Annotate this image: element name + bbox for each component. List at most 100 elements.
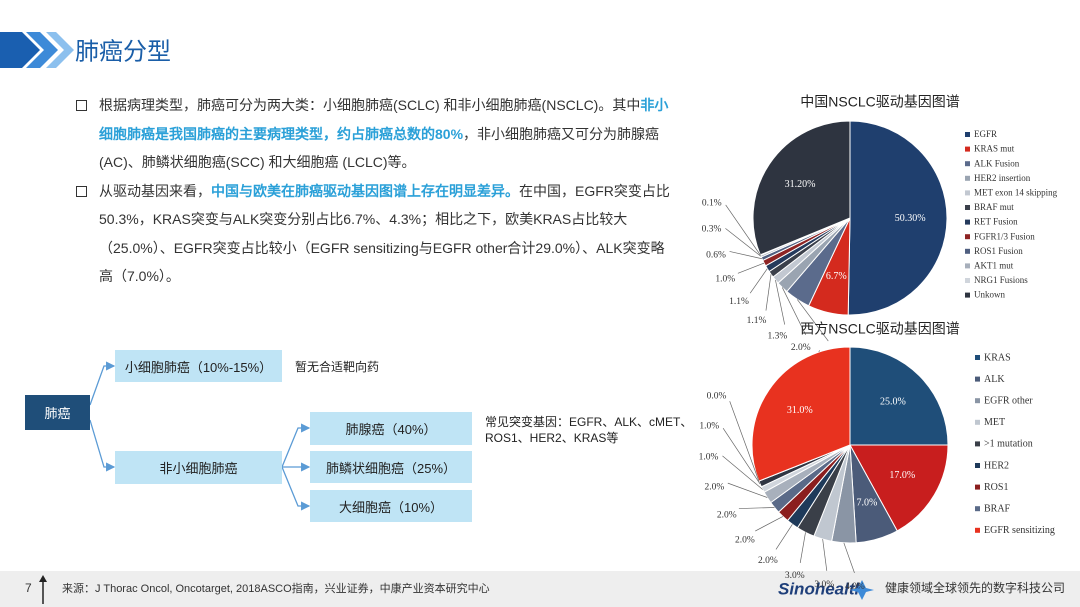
- leader-line: [843, 542, 855, 574]
- legend-label: >1 mutation: [984, 439, 1033, 450]
- data-label: 0.1%: [702, 199, 722, 209]
- legend-marker: [975, 484, 980, 490]
- data-label: 1.3%: [767, 332, 787, 342]
- legend-marker: [975, 355, 980, 360]
- legend-label: MET: [984, 417, 1005, 428]
- chart-title: 中国NSCLC驱动基因图谱: [800, 94, 959, 110]
- legend-label: ALK Fusion: [974, 158, 1020, 168]
- data-label: 4.0%: [845, 582, 865, 592]
- legend-label: BRAF: [984, 503, 1011, 514]
- legend-marker: [975, 527, 980, 533]
- data-label: 50.30%: [895, 213, 926, 224]
- connectors: [89, 361, 311, 511]
- legend-marker: [965, 278, 970, 283]
- chart-title: 西方NSCLC驱动基因图谱: [800, 321, 959, 337]
- legend-marker: [965, 234, 970, 240]
- diagram-node: 非小细胞肺癌: [115, 451, 282, 484]
- bullet-text: 在中国，EGFR突变占比50.3%，KRAS突变与ALK突变分别占比6.7%、4…: [99, 182, 670, 285]
- data-label: 2.0%: [705, 482, 725, 492]
- leader-line: [729, 401, 760, 482]
- legend-label: HER2 insertion: [974, 173, 1031, 183]
- data-label: 2.0%: [758, 556, 778, 566]
- data-label: 7.0%: [857, 498, 878, 509]
- data-label: 1.1%: [729, 297, 749, 307]
- legend-marker: [965, 248, 970, 254]
- leader-line: [738, 507, 775, 509]
- data-label: 17.0%: [889, 470, 915, 481]
- legend-marker: [965, 146, 970, 152]
- legend-label: MET exon 14 skipping: [974, 187, 1058, 197]
- legend-label: AKT1 mut: [974, 260, 1014, 270]
- bullet: 根据病理类型，肺癌可分为两大类：小细胞肺癌(SCLC) 和非小细胞肺癌(NSCL…: [75, 91, 675, 177]
- bullet: 从驱动基因来看，中国与欧美在肺癌驱动基因图谱上存在明显差异。在中国，EGFR突变…: [75, 177, 675, 291]
- data-label: 0.3%: [702, 225, 722, 235]
- chevron: [26, 32, 58, 68]
- data-label: 31.0%: [787, 405, 813, 416]
- leader-line: [722, 455, 763, 490]
- legend-label: Unkown: [974, 290, 1005, 300]
- brand: Sinohealth: [778, 579, 865, 598]
- pie-slice: [849, 444, 949, 532]
- pie-slice: [751, 346, 851, 482]
- slide-title: 肺癌分型: [75, 38, 171, 65]
- data-label: 2.0%: [791, 343, 811, 353]
- legend-label: FGFR1/3 Fusion: [974, 231, 1035, 241]
- data-label: 1.0%: [699, 422, 719, 432]
- legend-label: BRAF mut: [974, 202, 1014, 212]
- slogan: 健康领域全球领先的数字科技公司: [885, 580, 1065, 595]
- legend-label: ALK: [984, 374, 1005, 385]
- leader-line: [781, 287, 807, 336]
- bullet-text: ，非小细胞肺癌又可分为肺腺癌(AC)、肺鳞状细胞癌(SCC) 和大细胞癌 (LC…: [99, 125, 660, 171]
- data-label: 2.0%: [735, 536, 755, 546]
- legend-marker: [975, 398, 980, 404]
- legend-label: EGFR other: [984, 395, 1033, 406]
- leader-line: [722, 427, 761, 485]
- data-label: 1.0%: [699, 452, 719, 462]
- bullet-list: 根据病理类型，肺癌可分为两大类：小细胞肺癌(SCLC) 和非小细胞肺癌(NSCL…: [75, 91, 675, 291]
- legend-label: KRAS mut: [974, 144, 1015, 154]
- leader-line: [822, 539, 828, 571]
- brand-star: [850, 580, 874, 600]
- leader-line: [729, 251, 763, 260]
- data-label: 3.0%: [814, 580, 834, 590]
- diagram-node: 肺癌: [25, 395, 90, 430]
- legend-label: ROS1 Fusion: [974, 246, 1023, 256]
- leader-line: [749, 268, 768, 294]
- legend-marker: [965, 263, 970, 269]
- legend-marker: [965, 190, 970, 196]
- legend-marker: [975, 419, 980, 425]
- footer-arrow-head: [39, 575, 47, 582]
- leader-line: [765, 274, 772, 311]
- data-label: 2.0%: [717, 511, 737, 521]
- data-label: 3.0%: [785, 571, 805, 581]
- legend-marker: [965, 175, 970, 181]
- legend-label: EGFR sensitizing: [984, 525, 1055, 536]
- legend-label: ROS1: [984, 482, 1008, 493]
- data-label: 1.0%: [715, 275, 735, 285]
- diagram-node: 肺腺癌（40%）: [310, 412, 472, 445]
- leader-line: [755, 516, 784, 532]
- bullet-marker: [76, 100, 87, 111]
- pie-slice: [752, 120, 851, 256]
- legend-marker: [975, 463, 980, 468]
- source: 来源：J Thorac Oncol, Oncotarget, 2018ASCO指…: [62, 581, 490, 595]
- page-number: 7: [25, 581, 32, 595]
- leader-line: [727, 482, 768, 498]
- data-label: 0.6%: [706, 250, 726, 260]
- leader-line: [725, 228, 762, 257]
- chevron: [46, 32, 74, 68]
- highlight-text: 非小细胞肺癌是我国肺癌的主要病理类型，约占肺癌总数的80%: [99, 97, 669, 142]
- leader-line: [737, 262, 765, 274]
- bullet-text: 从驱动基因来看，: [99, 182, 211, 199]
- leader-line: [775, 524, 793, 550]
- legend-marker: [975, 441, 980, 447]
- footer-band: [0, 571, 1080, 607]
- data-label: 6.7%: [826, 271, 847, 282]
- leader-line: [775, 279, 786, 325]
- highlight-text: 中国与欧美在肺癌驱动基因图谱上存在明显差异。: [211, 182, 519, 199]
- leader-line: [725, 204, 761, 256]
- legend-label: EGFR: [974, 129, 997, 139]
- legend-label: HER2: [984, 460, 1009, 471]
